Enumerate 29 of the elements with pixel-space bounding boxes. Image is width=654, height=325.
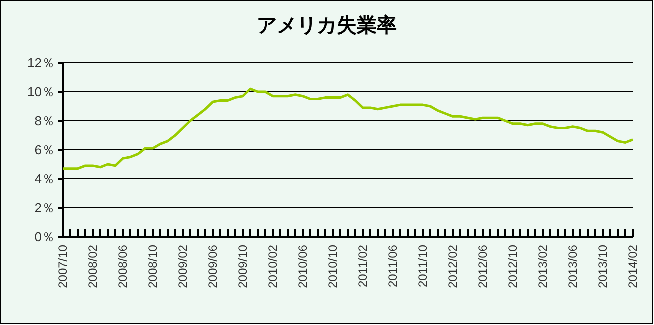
x-tick-label: 2011/06 [386, 244, 400, 288]
chart-title: アメリカ失業率 [257, 13, 397, 37]
x-tick-label: 2008/02 [86, 244, 100, 288]
x-tick-label: 2008/06 [116, 244, 130, 288]
x-tick-label: 2012/10 [506, 244, 520, 288]
x-tick-label: 2013/02 [536, 244, 550, 288]
y-tick-label: 2％ [34, 200, 55, 216]
y-tick-label: 4％ [34, 172, 55, 187]
y-tick-label: 12％ [28, 56, 55, 71]
x-tick-label: 2010/06 [296, 244, 310, 288]
x-tick-label: 2011/10 [416, 244, 430, 288]
x-tick-label: 2012/02 [446, 244, 460, 288]
line-series [62, 88, 634, 170]
y-tick-label: 10％ [28, 84, 55, 100]
x-tick-label: 2008/10 [146, 244, 160, 288]
x-tick-label: 2010/02 [266, 244, 280, 288]
y-tick-label: 8％ [34, 114, 55, 129]
x-tick-label: 2009/10 [236, 244, 250, 288]
x-tick-label: 2007/10 [56, 244, 70, 288]
x-tick-label: 2013/06 [566, 244, 580, 288]
x-tick-label: 2009/06 [206, 244, 220, 288]
x-tick-label: 2010/10 [326, 244, 340, 288]
x-tick-label: 2011/02 [356, 244, 370, 288]
y-tick-label: 0％ [34, 230, 55, 245]
y-tick-label: 6％ [34, 142, 55, 158]
x-tick-label: 2009/02 [176, 244, 190, 288]
x-tick-label: 2012/06 [476, 244, 490, 288]
x-tick-label: 2013/10 [596, 244, 610, 288]
x-tick-label: 2014/02 [626, 244, 640, 288]
